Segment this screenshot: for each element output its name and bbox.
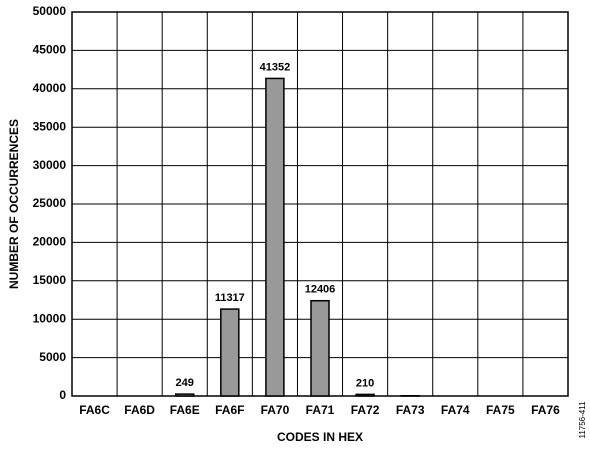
y-tick-label: 45000 [33, 43, 67, 57]
x-tick-label: FA6D [124, 403, 155, 417]
y-tick-label: 10000 [33, 311, 67, 325]
x-tick-label: FA72 [351, 403, 380, 417]
x-tick-label: FA6F [215, 403, 244, 417]
value-label: 41352 [260, 61, 291, 73]
y-tick-label: 20000 [33, 235, 67, 249]
x-tick-label: FA70 [261, 403, 290, 417]
value-label: 210 [356, 377, 374, 389]
bar [220, 308, 240, 397]
value-label: 11317 [215, 292, 245, 304]
bar [265, 77, 285, 397]
y-tick-label: 40000 [33, 81, 67, 95]
x-tick-label: FA71 [306, 403, 335, 417]
y-tick-label: 35000 [33, 119, 67, 133]
bar [310, 299, 330, 397]
y-tick-label: 15000 [33, 273, 67, 287]
value-label: 12406 [305, 284, 336, 296]
value-label: 249 [176, 377, 194, 389]
y-tick-label: 25000 [33, 196, 67, 210]
x-tick-label: FA74 [441, 403, 470, 417]
y-tick-label: 50000 [33, 4, 67, 18]
bar [174, 393, 195, 397]
x-axis-label: CODES IN HEX [277, 430, 363, 444]
x-tick-label: FA75 [486, 403, 515, 417]
x-tick-label: FA6E [170, 403, 200, 417]
y-tick-label: 5000 [39, 350, 66, 364]
x-tick-label: FA73 [396, 403, 425, 417]
x-tick-label: FA6C [79, 403, 110, 417]
bar [355, 393, 375, 397]
x-tick-label: FA76 [531, 403, 560, 417]
figure-id: 11756-411 [578, 401, 587, 439]
y-tick-label: 0 [59, 388, 66, 402]
y-tick-label: 30000 [33, 158, 67, 172]
y-axis-label: NUMBER OF OCCURRENCES [7, 119, 21, 289]
